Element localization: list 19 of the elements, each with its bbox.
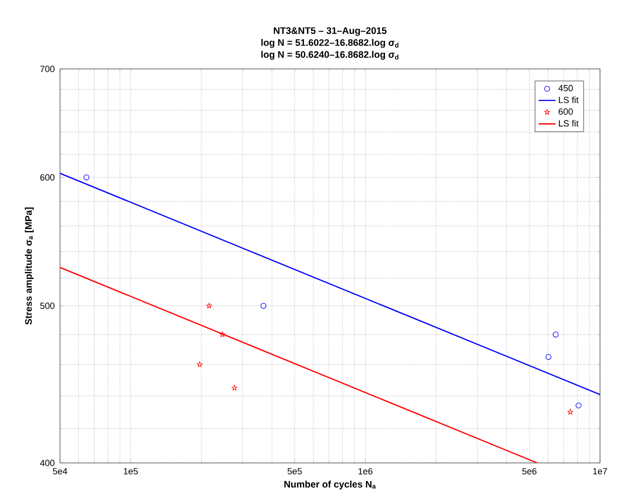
y-tick-label: 400 — [40, 460, 54, 466]
x-tick-label: 5e5 — [288, 468, 302, 474]
x-tick-label: 5e4 — [52, 468, 68, 474]
y-axis-title: Stress amplitude σ$_{a}$ [MPa] — [24, 208, 34, 325]
legend-label: 450 — [558, 84, 573, 92]
text: log N = 51.6022–16.8682.log σ$_{d}$ — [261, 38, 398, 48]
y-tick-label: 700 — [40, 66, 54, 72]
x-tick-label: 5e6 — [522, 468, 536, 474]
legend-label: 600 — [558, 108, 573, 115]
y-tick-label: 500 — [40, 302, 54, 309]
x-tick-label: 1e6 — [358, 468, 372, 474]
legend-label: LS fit — [558, 96, 579, 104]
x-tick-label: 1e7 — [593, 468, 608, 474]
chart-title: NT3&NT5 – 31–Aug–2015 — [274, 27, 387, 36]
legend-label: LS fit — [558, 120, 579, 127]
y-tick-label: 600 — [40, 174, 54, 181]
text: log N = 50.6240–16.8682.log σ$_{d}$ — [261, 50, 398, 60]
x-tick-label: 1e5 — [124, 468, 138, 474]
x-axis-title: Number of cycles N$_{a}$ — [284, 480, 376, 490]
